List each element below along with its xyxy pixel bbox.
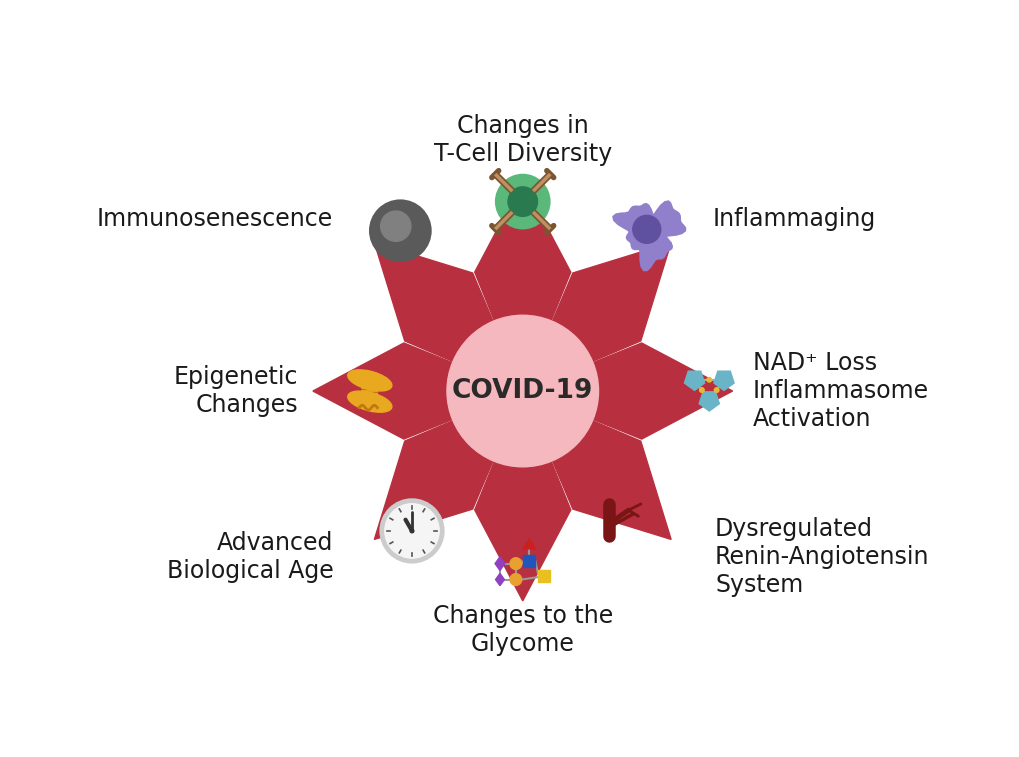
Circle shape bbox=[507, 187, 537, 217]
Circle shape bbox=[410, 529, 414, 533]
Polygon shape bbox=[612, 201, 685, 270]
Polygon shape bbox=[523, 391, 671, 540]
Polygon shape bbox=[523, 343, 732, 439]
Polygon shape bbox=[474, 391, 571, 601]
Polygon shape bbox=[684, 372, 703, 390]
Circle shape bbox=[632, 215, 660, 243]
Polygon shape bbox=[374, 243, 523, 391]
Circle shape bbox=[713, 388, 718, 392]
Text: NAD⁺ Loss
Inflammasome
Activation: NAD⁺ Loss Inflammasome Activation bbox=[752, 351, 928, 431]
Circle shape bbox=[699, 388, 703, 392]
Text: Changes in
T-Cell Diversity: Changes in T-Cell Diversity bbox=[433, 114, 611, 166]
Polygon shape bbox=[374, 391, 523, 540]
FancyBboxPatch shape bbox=[537, 570, 549, 582]
Polygon shape bbox=[523, 243, 671, 391]
Ellipse shape bbox=[347, 391, 391, 413]
Circle shape bbox=[370, 201, 430, 261]
Text: Dysregulated
Renin-Angiotensin
System: Dysregulated Renin-Angiotensin System bbox=[714, 517, 928, 597]
Circle shape bbox=[510, 558, 522, 569]
Polygon shape bbox=[474, 181, 571, 391]
Circle shape bbox=[381, 500, 442, 562]
Polygon shape bbox=[495, 573, 503, 586]
Text: Changes to the
Glycome: Changes to the Glycome bbox=[432, 604, 612, 656]
Circle shape bbox=[446, 315, 598, 467]
FancyBboxPatch shape bbox=[523, 555, 535, 567]
Text: Epigenetic
Changes: Epigenetic Changes bbox=[173, 365, 298, 417]
Text: COVID-19: COVID-19 bbox=[451, 378, 593, 404]
Polygon shape bbox=[362, 384, 377, 399]
Circle shape bbox=[495, 175, 549, 229]
Polygon shape bbox=[494, 556, 504, 571]
Text: Advanced
Biological Age: Advanced Biological Age bbox=[166, 531, 333, 583]
Polygon shape bbox=[699, 392, 718, 410]
Text: Inflammaging: Inflammaging bbox=[711, 207, 874, 231]
Circle shape bbox=[384, 503, 439, 558]
Circle shape bbox=[706, 378, 711, 382]
Text: Immunosenescence: Immunosenescence bbox=[97, 207, 333, 231]
Ellipse shape bbox=[347, 370, 391, 391]
Circle shape bbox=[510, 574, 522, 585]
Polygon shape bbox=[313, 343, 523, 439]
Circle shape bbox=[380, 211, 411, 241]
Polygon shape bbox=[522, 539, 536, 549]
Polygon shape bbox=[713, 372, 733, 390]
